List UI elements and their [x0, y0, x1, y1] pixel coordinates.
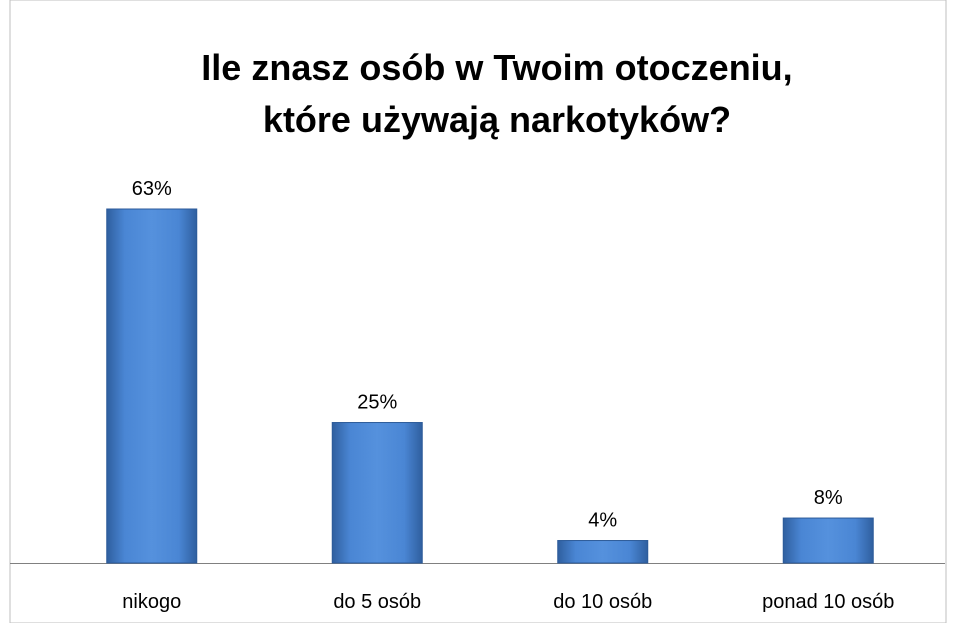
data-label: 4% — [588, 510, 617, 532]
bar — [557, 540, 649, 564]
bar — [106, 208, 198, 564]
chart-title: Ile znasz osób w Twoim otoczeniu, które … — [201, 47, 793, 140]
chart-frame — [9, 0, 947, 623]
bar — [782, 517, 874, 564]
data-label: 25% — [357, 392, 397, 414]
x-tick-label: do 5 osób — [333, 591, 421, 613]
data-label: 63% — [132, 178, 172, 200]
data-label: 8% — [814, 487, 843, 509]
x-tick-label: ponad 10 osób — [762, 591, 894, 613]
bar — [331, 422, 423, 564]
x-tick-label: do 10 osób — [553, 591, 652, 613]
x-tick-label: nikogo — [122, 591, 181, 613]
